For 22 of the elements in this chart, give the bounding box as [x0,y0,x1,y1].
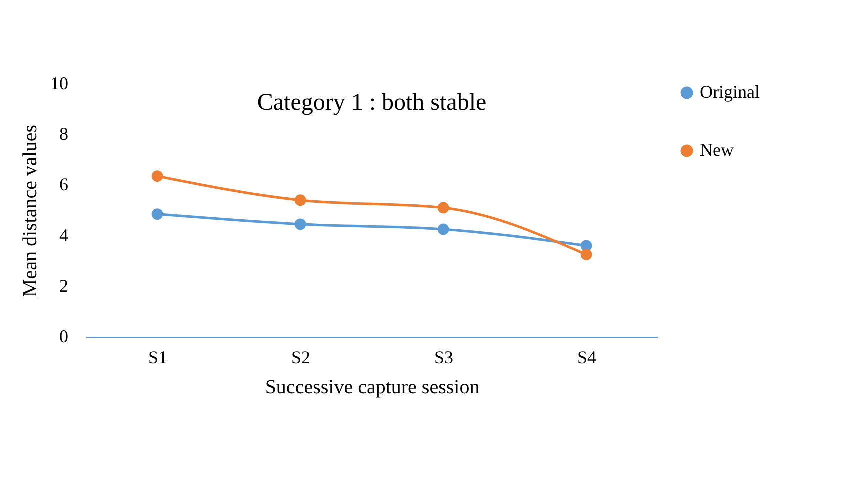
point [438,202,450,214]
x-tick-label: S4 [577,348,597,368]
y-tick-label: 6 [60,174,68,195]
point [294,194,306,206]
y-axis-title: Mean distance values [20,124,42,298]
legend-label: Original [700,82,760,102]
x-tick-label: S1 [148,348,168,368]
y-tick-label: 0 [60,326,68,346]
legend-label: New [700,140,734,160]
y-tick-label: 10 [50,74,68,94]
point [152,208,164,220]
y-tick-label: 8 [60,124,68,144]
point [580,249,592,260]
x-tick-label: S3 [434,348,454,368]
point [152,170,164,182]
chart-title: Category 1 : both stable [257,90,487,116]
y-tick-label: 2 [60,276,68,296]
point [438,224,450,236]
point [294,218,306,230]
x-tick-label: S2 [291,348,311,368]
y-tick-label: 4 [60,225,68,246]
x-axis-title: Successive capture session [265,376,480,398]
